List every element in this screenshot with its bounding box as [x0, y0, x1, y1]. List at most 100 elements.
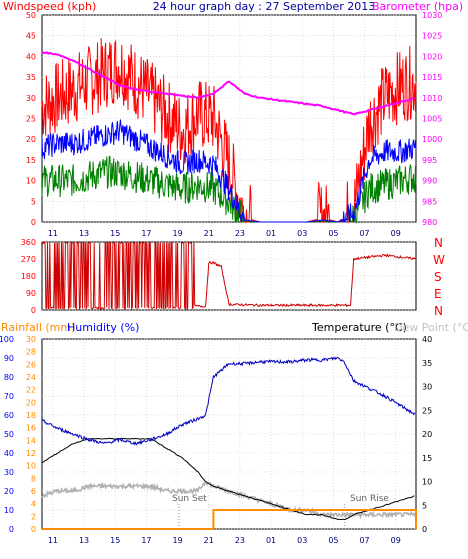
wind-tick-label: 30	[26, 94, 36, 103]
wind-tick-label: 20	[26, 135, 36, 144]
temp-tick-label: 35	[422, 359, 432, 368]
wind-tick-label: 50	[26, 11, 36, 20]
rain-tick-label: 2	[31, 512, 36, 521]
compass-label-n-top: N	[434, 236, 443, 250]
direction-tick-label: 90	[26, 289, 36, 298]
average-series-line	[41, 119, 417, 223]
wind-tick-label: 15	[26, 156, 36, 165]
humidity-tick-label: 80	[4, 373, 14, 382]
rain-tick-label: 12	[26, 449, 36, 458]
wind-tick-label: 5	[31, 197, 36, 206]
temp-tick-label: 5	[422, 501, 427, 510]
wind-tick-label: 35	[26, 73, 36, 82]
rain-tick-label: 18	[26, 411, 36, 420]
compass-label-n-bottom: N	[434, 304, 443, 318]
direction-tick-label: 0	[31, 306, 36, 315]
chart-title: 24 hour graph day : 27 September 2013	[153, 0, 376, 13]
x-tick-label: 09	[391, 536, 401, 545]
baro-tick-label: 990	[422, 177, 437, 186]
x-tick-label: 01	[266, 536, 276, 545]
rain-tick-label: 10	[26, 462, 36, 471]
x-tick-label: 15	[110, 536, 120, 545]
direction-tick-label: 270	[21, 255, 36, 264]
baro-tick-label: 1030	[422, 11, 442, 20]
x-tick-label: 11	[48, 229, 58, 238]
rainfall-axis-title: Rainfall (mm)	[1, 321, 75, 334]
barometer-axis-title: Barometer (hpa)	[372, 0, 463, 13]
sun-rise-label: Sun Rise	[350, 494, 389, 504]
rain-tick-label: 14	[26, 436, 36, 445]
compass-label-e: E	[434, 287, 442, 301]
wind-tick-label: 25	[26, 115, 36, 124]
compass-label-w: W	[433, 253, 445, 267]
temp-tick-label: 10	[422, 478, 432, 487]
baro-tick-label: 980	[422, 218, 437, 227]
wind-ticks: 0510152025303540455098098599099510001005…	[26, 11, 443, 238]
baro-tick-label: 1020	[422, 52, 442, 61]
x-tick-label: 19	[172, 536, 182, 545]
baro-tick-label: 1025	[422, 32, 442, 41]
windspeed-axis-title: Windspeed (kph)	[3, 0, 96, 13]
temp-tick-label: 40	[422, 335, 432, 344]
baro-tick-label: 1010	[422, 94, 442, 103]
temperature-ticks: 0102030405060708090100024681012141618202…	[0, 335, 432, 545]
temperature-axis-title: Temperature (°C)	[311, 321, 407, 334]
barometer-series-line	[41, 51, 415, 116]
temp-tick-label: 25	[422, 406, 432, 415]
wind-series	[41, 38, 417, 224]
x-tick-label: 17	[141, 229, 151, 238]
x-tick-label: 15	[110, 229, 120, 238]
x-tick-label: 21	[204, 229, 214, 238]
rain-tick-label: 30	[26, 335, 36, 344]
x-tick-label: 05	[328, 536, 338, 545]
sun-set-label: Sun Set	[172, 494, 207, 504]
x-tick-label: 09	[391, 229, 401, 238]
rain-tick-label: 28	[26, 348, 36, 357]
rain-tick-label: 6	[31, 487, 36, 496]
temperature-series-line	[41, 437, 415, 521]
baro-tick-label: 985	[422, 197, 437, 206]
rainfall-series-line	[42, 509, 417, 530]
baro-tick-label: 995	[422, 156, 437, 165]
x-tick-label: 01	[266, 229, 276, 238]
humidity-tick-label: 90	[4, 354, 14, 363]
humidity-tick-label: 10	[4, 506, 14, 515]
wind-tick-label: 45	[26, 32, 36, 41]
humidity-series-line	[42, 356, 416, 446]
x-tick-label: 17	[141, 536, 151, 545]
humidity-tick-label: 100	[0, 335, 14, 344]
humidity-tick-label: 30	[4, 468, 14, 477]
x-tick-label: 21	[204, 536, 214, 545]
direction-series	[41, 240, 416, 311]
rain-tick-label: 0	[31, 525, 36, 534]
compass-label-s: S	[434, 270, 442, 284]
humidity-tick-label: 50	[4, 430, 14, 439]
wind-tick-label: 40	[26, 52, 36, 61]
wind-tick-label: 10	[26, 177, 36, 186]
rain-tick-label: 22	[26, 386, 36, 395]
x-tick-label: 03	[297, 536, 307, 545]
wind-tick-label: 0	[31, 218, 36, 227]
temperature-series	[41, 356, 417, 530]
baro-tick-label: 1015	[422, 73, 442, 82]
x-tick-label: 07	[359, 536, 369, 545]
x-tick-label: 03	[297, 229, 307, 238]
rain-tick-label: 20	[26, 398, 36, 407]
x-tick-label: 19	[172, 229, 182, 238]
temp-tick-label: 0	[422, 525, 427, 534]
direction-tick-label: 180	[21, 272, 36, 281]
temp-tick-label: 20	[422, 430, 432, 439]
x-tick-label: 13	[79, 229, 89, 238]
direction-series-line	[41, 240, 416, 311]
temp-tick-label: 15	[422, 454, 432, 463]
direction-ticks: 0 90 180 270 360	[21, 238, 36, 315]
baro-tick-label: 1005	[422, 115, 442, 124]
rain-tick-label: 16	[26, 424, 36, 433]
humidity-tick-label: 70	[4, 392, 14, 401]
x-tick-label: 11	[48, 536, 58, 545]
rain-tick-label: 8	[31, 474, 36, 483]
x-tick-label: 07	[359, 229, 369, 238]
dewpoint-axis-title: Dew Point (°C)	[394, 321, 468, 334]
x-tick-label: 23	[235, 536, 245, 545]
